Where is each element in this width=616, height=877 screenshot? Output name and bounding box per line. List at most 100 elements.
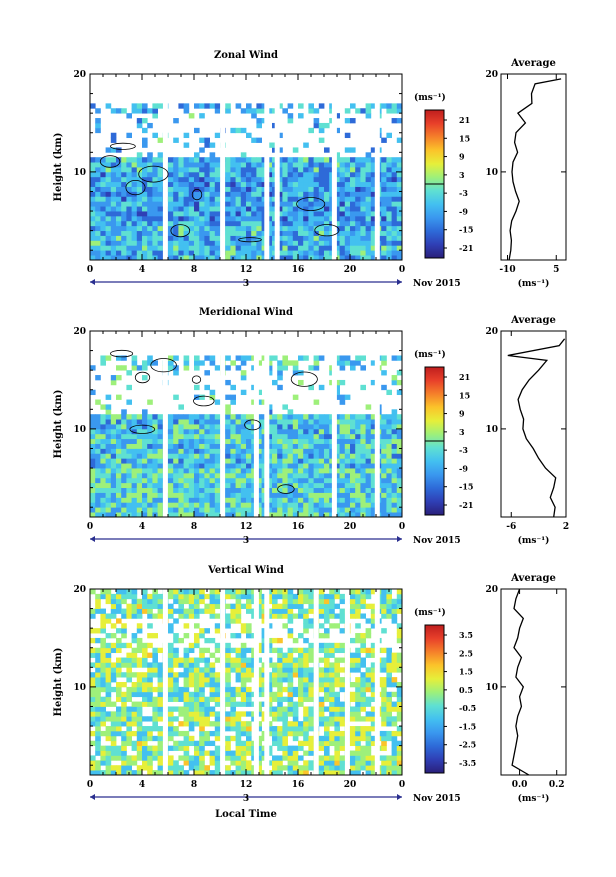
heatmap-cell: [178, 448, 184, 454]
heatmap-cell: [365, 108, 372, 114]
heatmap-cell: [121, 696, 127, 702]
heatmap-cell: [209, 360, 216, 366]
heatmap-cell: [142, 118, 148, 124]
heatmap-cell: [292, 686, 299, 693]
heatmap-cell: [110, 211, 117, 217]
heatmap-cell: [116, 711, 122, 717]
heatmap-cell: [240, 463, 247, 469]
heatmap-cell: [272, 448, 278, 454]
heatmap-cell: [116, 147, 122, 153]
heatmap-cell: [235, 171, 242, 178]
heatmap-cell: [318, 201, 325, 207]
heatmap-cell: [188, 245, 195, 251]
heatmap-cell: [324, 453, 330, 459]
heatmap-cell: [136, 201, 143, 207]
heatmap-cell: [95, 735, 101, 742]
heatmap-cell: [95, 108, 101, 114]
heatmap-cell: [240, 652, 247, 658]
heatmap-cell: [303, 593, 309, 600]
heatmap-cell: [152, 721, 158, 727]
heatmap-cell: [183, 235, 190, 241]
heatmap-cell: [131, 716, 138, 722]
heatmap-cell: [386, 389, 392, 396]
heatmap-cell: [381, 458, 387, 464]
heatmap-cell: [339, 181, 346, 187]
heatmap-cell: [142, 215, 148, 222]
heatmap-cell: [256, 701, 262, 707]
heatmap-cell: [292, 512, 299, 518]
heatmap-cell: [370, 652, 377, 658]
heatmap-cell: [116, 453, 122, 459]
heatmap-cell: [142, 245, 148, 251]
heatmap-cell: [350, 512, 356, 518]
heatmap-cell: [360, 424, 366, 430]
heatmap-cell: [90, 157, 96, 163]
heatmap-cell: [116, 642, 122, 649]
heatmap-cell: [350, 230, 356, 236]
heatmap-cell: [355, 770, 361, 776]
colorbar-tick-label: 0.5: [459, 685, 473, 695]
heatmap-cell: [287, 618, 294, 624]
heatmap-cell: [121, 235, 127, 241]
heatmap-cell: [90, 438, 96, 444]
heatmap-cell: [116, 512, 122, 518]
heatmap-cell: [329, 711, 335, 717]
heatmap-cell: [324, 477, 330, 484]
heatmap-cell: [168, 716, 174, 722]
heatmap-cell: [396, 428, 403, 435]
heatmap-cell: [292, 235, 299, 241]
heatmap-cell: [131, 487, 138, 493]
heatmap-cell: [303, 245, 309, 251]
heatmap-cell: [370, 171, 377, 178]
heatmap-cell: [131, 230, 138, 236]
heatmap-cell: [365, 103, 372, 109]
heatmap-cell: [168, 240, 174, 246]
heatmap-cell: [173, 662, 179, 668]
heatmap-cell: [370, 215, 377, 222]
heatmap-cell: [350, 726, 356, 732]
heatmap-cell: [121, 642, 127, 649]
heatmap-cell: [90, 706, 96, 712]
heatmap-cell: [214, 716, 221, 722]
heatmap-cell: [110, 730, 117, 737]
heatmap-cell: [256, 672, 262, 678]
heatmap-cell: [381, 103, 387, 109]
heatmap-cell: [142, 414, 148, 420]
heatmap-cell: [381, 419, 387, 425]
heatmap-cell: [396, 463, 403, 469]
heatmap-cell: [266, 637, 273, 644]
heatmap-cell: [225, 497, 231, 503]
heatmap-cell: [142, 745, 148, 751]
heatmap-cell: [183, 657, 190, 663]
heatmap-cell: [308, 181, 314, 187]
heatmap-cell: [298, 755, 304, 761]
heatmap-cell: [188, 507, 195, 513]
heatmap-cell: [199, 360, 205, 366]
y-tick-label: 20: [73, 327, 86, 337]
heatmap-cell: [272, 589, 278, 595]
heatmap-cell: [105, 191, 112, 197]
heatmap-cell: [381, 245, 387, 251]
heatmap-cell: [183, 468, 190, 474]
heatmap-cell: [272, 667, 278, 673]
heatmap-cell: [365, 507, 372, 513]
heatmap-cell: [110, 750, 117, 756]
heatmap-cell: [344, 108, 351, 114]
heatmap-cell: [110, 255, 117, 261]
heatmap-cell: [334, 696, 340, 702]
heatmap-cell: [287, 468, 294, 474]
heatmap-cell: [391, 463, 398, 469]
heatmap-cell: [209, 206, 216, 212]
heatmap-cell: [188, 215, 195, 222]
heatmap-cell: [318, 760, 325, 766]
heatmap-cell: [105, 448, 112, 454]
heatmap-cell: [131, 103, 138, 109]
heatmap-cell: [266, 682, 273, 688]
heatmap-cell: [199, 443, 205, 449]
heatmap-cell: [142, 428, 148, 435]
heatmap-cell: [298, 370, 304, 376]
heatmap-cell: [100, 453, 106, 459]
heatmap-cell: [136, 220, 143, 227]
heatmap-cell: [298, 701, 304, 707]
heatmap-cell: [246, 225, 252, 232]
